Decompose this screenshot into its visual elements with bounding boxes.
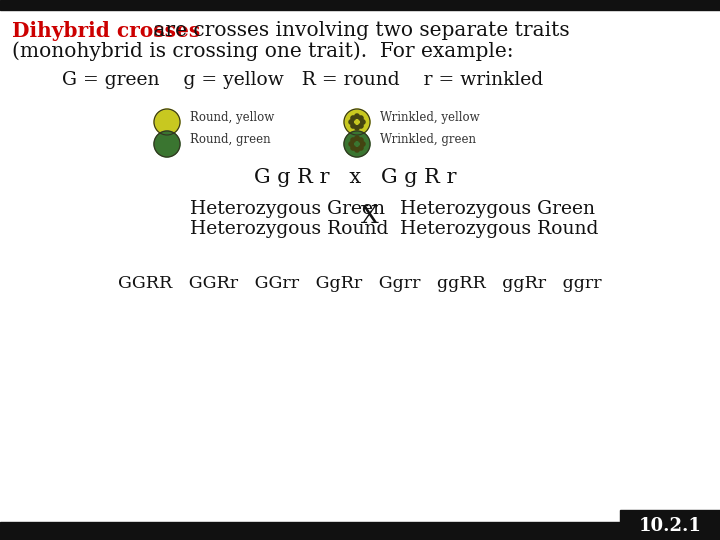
Circle shape <box>355 136 359 140</box>
Circle shape <box>351 116 355 120</box>
Circle shape <box>351 146 355 150</box>
Text: Heterozygous Green: Heterozygous Green <box>190 200 385 218</box>
Circle shape <box>355 114 359 118</box>
Circle shape <box>154 131 180 157</box>
Text: G g R r   x   G g R r: G g R r x G g R r <box>253 168 456 187</box>
Circle shape <box>349 142 354 146</box>
Circle shape <box>359 146 363 150</box>
Text: Heterozygous Round: Heterozygous Round <box>400 220 598 238</box>
Text: Round, green: Round, green <box>190 132 271 145</box>
Circle shape <box>359 138 363 143</box>
Text: (monohybrid is crossing one trait).  For example:: (monohybrid is crossing one trait). For … <box>12 41 513 60</box>
Text: are crosses involving two separate traits: are crosses involving two separate trait… <box>147 21 570 40</box>
Circle shape <box>154 109 180 135</box>
Circle shape <box>344 131 370 157</box>
Bar <box>0 522 720 540</box>
Circle shape <box>351 138 355 143</box>
Text: G = green    g = yellow   R = round    r = wrinkled: G = green g = yellow R = round r = wrink… <box>62 71 543 89</box>
Text: Wrinkled, yellow: Wrinkled, yellow <box>380 111 480 124</box>
Text: X: X <box>361 205 379 228</box>
Circle shape <box>351 124 355 128</box>
Text: Heterozygous Green: Heterozygous Green <box>400 200 595 218</box>
Bar <box>0 0 720 10</box>
Circle shape <box>359 116 363 120</box>
Circle shape <box>355 147 359 152</box>
Bar <box>620 510 720 540</box>
Text: Wrinkled, green: Wrinkled, green <box>380 132 476 145</box>
Circle shape <box>359 124 363 128</box>
Circle shape <box>361 142 365 146</box>
Text: 10.2.1: 10.2.1 <box>639 517 701 535</box>
Circle shape <box>344 109 370 135</box>
Text: Dihybrid crosses: Dihybrid crosses <box>12 21 200 41</box>
Text: Heterozygous Round: Heterozygous Round <box>190 220 388 238</box>
Circle shape <box>349 120 354 124</box>
Text: GGRR   GGRr   GGrr   GgRr   Ggrr   ggRR   ggRr   ggrr: GGRR GGRr GGrr GgRr Ggrr ggRR ggRr ggrr <box>118 275 602 292</box>
Text: Round, yellow: Round, yellow <box>190 111 274 124</box>
Circle shape <box>361 120 365 124</box>
Circle shape <box>355 126 359 130</box>
